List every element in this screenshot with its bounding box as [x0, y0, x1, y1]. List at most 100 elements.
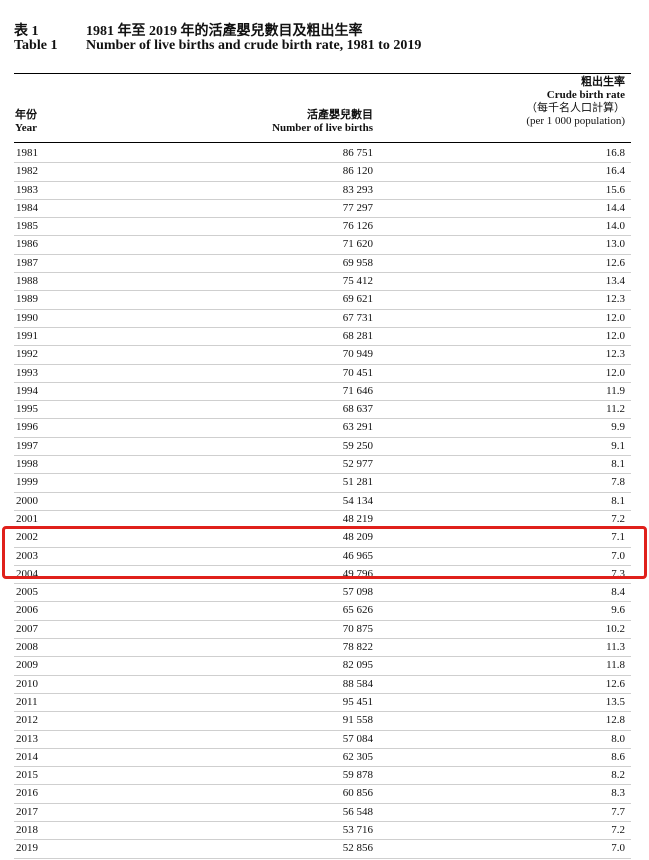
births-cell: 54 134	[342, 494, 373, 507]
table-row: 1986 71 620 13.0	[14, 236, 631, 255]
rate-cell: 12.3	[605, 348, 625, 361]
births-cell: 78 822	[342, 641, 373, 654]
rate-cell: 14.4	[605, 201, 625, 214]
table-row: 2008 78 822 11.3	[14, 639, 631, 658]
births-cell: 71 620	[342, 238, 373, 251]
table-row: 2009 82 095 11.8	[14, 657, 631, 676]
rate-cell: 13.4	[605, 275, 625, 288]
year-cell: 2014	[16, 750, 38, 763]
table-row: 2000 54 134 8.1	[14, 493, 631, 511]
births-cell: 82 095	[342, 659, 373, 672]
year-cell: 2008	[16, 641, 38, 654]
year-cell: 2018	[16, 823, 38, 836]
header-rule	[14, 142, 631, 143]
table-row: 1981 86 751 16.8	[14, 145, 631, 164]
rate-cell: 10.2	[605, 622, 625, 635]
year-cell: 2011	[16, 695, 38, 708]
rate-header-en: Crude birth rate	[546, 89, 625, 101]
year-cell: 1984	[16, 201, 38, 214]
table-row: 1999 51 281 7.8	[14, 474, 631, 493]
year-cell: 1996	[16, 421, 38, 434]
table-row: 2005 57 098 8.4	[14, 584, 631, 603]
year-cell: 1981	[16, 147, 38, 159]
top-rule	[14, 73, 631, 74]
births-cell: 46 965	[342, 549, 373, 562]
births-cell: 63 291	[342, 421, 373, 434]
table-row: 1983 83 293 15.6	[14, 182, 631, 200]
births-cell: 67 731	[342, 311, 373, 324]
rate-cell: 7.2	[611, 512, 625, 525]
year-cell: 1990	[16, 311, 38, 324]
births-header-zh: 活產嬰兒數目	[307, 109, 373, 121]
rate-cell: 11.2	[606, 403, 625, 416]
rate-cell: 8.2	[611, 769, 625, 782]
year-cell: 1997	[16, 439, 38, 452]
table-row: 1994 71 646 11.9	[14, 383, 631, 402]
births-cell: 70 949	[342, 348, 373, 361]
year-header-en: Year	[15, 122, 37, 134]
year-cell: 2012	[16, 714, 38, 727]
births-cell: 60 856	[342, 787, 373, 800]
table-row: 2016 60 856 8.3	[14, 785, 631, 804]
table-row: 1985 76 126 14.0	[14, 218, 631, 237]
rate-cell: 12.3	[605, 293, 625, 306]
table-row: 1990 67 731 12.0	[14, 310, 631, 328]
year-cell: 2016	[16, 787, 38, 800]
year-cell: 1982	[16, 165, 38, 178]
year-cell: 2009	[16, 659, 38, 672]
births-cell: 59 878	[342, 769, 373, 782]
year-cell: 1994	[16, 384, 38, 397]
rate-cell: 16.8	[605, 147, 625, 159]
births-cell: 88 584	[342, 677, 373, 690]
rate-cell: 12.0	[605, 311, 625, 324]
rate-cell: 12.6	[605, 677, 625, 690]
year-cell: 2000	[16, 494, 38, 507]
births-cell: 53 716	[342, 823, 373, 836]
year-cell: 2013	[16, 732, 38, 745]
table-row: 1987 69 958 12.6	[14, 255, 631, 274]
births-cell: 48 209	[342, 531, 373, 544]
year-cell: 2017	[16, 805, 38, 818]
table-row: 1995 68 637 11.2	[14, 401, 631, 420]
table-row: 1998 52 977 8.1	[14, 456, 631, 475]
rate-cell: 11.9	[606, 384, 625, 397]
births-cell: 62 305	[342, 750, 373, 763]
table-row: 2018 53 716 7.2	[14, 822, 631, 841]
rate-header: 粗出生率 Crude birth rate （每千名人口計算） (per 1 0…	[526, 76, 625, 128]
rate-cell: 8.0	[611, 732, 625, 745]
births-cell: 52 977	[342, 458, 373, 471]
rate-cell: 11.8	[606, 659, 625, 672]
year-cell: 1998	[16, 458, 38, 471]
table-row: 1988 75 412 13.4	[14, 273, 631, 292]
table-body: 1981 86 751 16.8 1982 86 120 16.4 1983 83 293 15…	[14, 145, 631, 859]
year-cell: 1999	[16, 476, 38, 489]
table-header: 年份 Year 活產嬰兒數目 Number of live births 粗出生…	[14, 76, 631, 141]
table-number-en: Table 1	[14, 38, 58, 53]
table-row: 2014 62 305 8.6	[14, 749, 631, 768]
year-cell: 2007	[16, 622, 38, 635]
births-cell: 68 281	[342, 329, 373, 342]
rate-cell: 12.8	[605, 714, 625, 727]
table-row: 1991 68 281 12.0	[14, 328, 631, 347]
table-row: 1984 77 297 14.4	[14, 200, 631, 219]
rate-cell: 7.8	[611, 476, 625, 489]
year-cell: 2003	[16, 549, 38, 562]
births-cell: 59 250	[342, 439, 373, 452]
rate-unit-en: (per 1 000 population)	[526, 115, 625, 127]
rate-cell: 7.0	[611, 549, 625, 562]
births-cell: 51 281	[342, 476, 373, 489]
table-row: 1992 70 949 12.3	[14, 346, 631, 365]
rate-header-zh: 粗出生率	[581, 76, 625, 88]
table-row: 2003 46 965 7.0	[14, 548, 631, 566]
title-zh-row: 表 1 1981 年至 2019 年的活產嬰兒數目及粗出生率	[14, 20, 634, 39]
table-row: 1982 86 120 16.4	[14, 163, 631, 182]
year-cell: 1991	[16, 329, 38, 342]
births-cell: 75 412	[342, 275, 373, 288]
year-cell: 1995	[16, 403, 38, 416]
rate-cell: 12.0	[605, 329, 625, 342]
births-cell: 48 219	[342, 512, 373, 525]
births-cell: 76 126	[342, 220, 373, 233]
year-cell: 2006	[16, 604, 38, 617]
births-cell: 57 098	[342, 586, 373, 599]
births-header-en: Number of live births	[272, 122, 373, 134]
